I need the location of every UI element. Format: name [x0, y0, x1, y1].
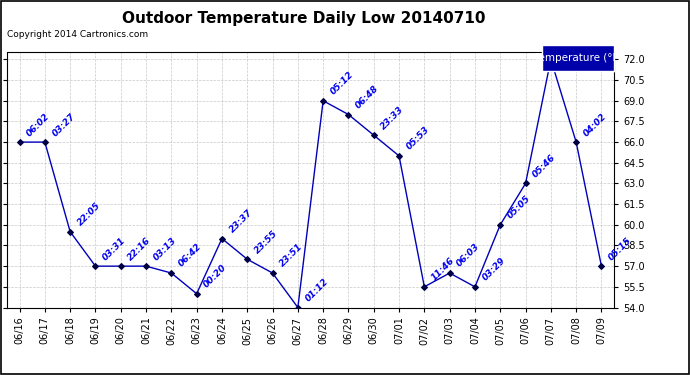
Point: [141, 263, 152, 269]
Text: 06:03: 06:03: [455, 242, 482, 269]
Text: 04:02: 04:02: [582, 111, 609, 138]
Point: [267, 270, 278, 276]
Text: 05:05: 05:05: [506, 194, 533, 220]
Text: 03:31: 03:31: [101, 236, 128, 262]
Text: 05:53: 05:53: [404, 125, 431, 152]
Point: [39, 139, 50, 145]
Point: [241, 256, 253, 262]
Point: [191, 291, 202, 297]
Text: 00:20: 00:20: [202, 263, 229, 290]
Point: [393, 153, 404, 159]
Point: [343, 111, 354, 117]
Text: 23:33: 23:33: [380, 104, 406, 131]
Point: [444, 270, 455, 276]
Point: [65, 229, 76, 235]
Text: Outdoor Temperature Daily Low 20140710: Outdoor Temperature Daily Low 20140710: [122, 11, 485, 26]
Point: [596, 263, 607, 269]
Text: 23:37: 23:37: [228, 208, 254, 234]
Point: [368, 132, 380, 138]
Point: [545, 56, 556, 62]
Point: [166, 270, 177, 276]
Point: [217, 236, 228, 242]
Text: 03:27: 03:27: [50, 111, 77, 138]
Text: 05:15: 05:15: [607, 236, 633, 262]
Point: [495, 222, 506, 228]
Text: 05:12: 05:12: [328, 70, 355, 97]
Text: 05:46: 05:46: [531, 153, 558, 179]
Point: [14, 139, 25, 145]
Point: [520, 180, 531, 186]
Text: 03:13: 03:13: [152, 236, 178, 262]
Text: Temperature (°F): Temperature (°F): [533, 53, 622, 63]
Text: 11:46: 11:46: [430, 256, 457, 283]
Point: [571, 139, 582, 145]
Text: 22:05: 22:05: [76, 201, 102, 228]
Text: 06:48: 06:48: [354, 84, 381, 110]
Text: 03:29: 03:29: [480, 256, 507, 283]
Text: Copyright 2014 Cartronics.com: Copyright 2014 Cartronics.com: [7, 30, 148, 39]
Text: 06:02: 06:02: [25, 111, 52, 138]
Text: 01:12: 01:12: [304, 277, 330, 303]
Point: [293, 304, 304, 310]
Text: 23:51: 23:51: [278, 242, 305, 269]
Point: [469, 284, 480, 290]
Text: 06:42: 06:42: [177, 242, 204, 269]
Text: 23:55: 23:55: [253, 228, 279, 255]
Point: [419, 284, 430, 290]
Point: [317, 98, 328, 104]
Text: 22:16: 22:16: [126, 236, 153, 262]
Point: [90, 263, 101, 269]
Point: [115, 263, 126, 269]
